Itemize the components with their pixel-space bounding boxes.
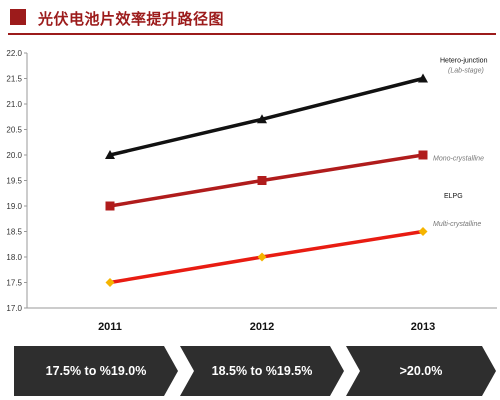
efficiency-bands: 17.5% to %19.0% 18.5% to %19.5% >20.0%: [0, 342, 500, 400]
y-tick-label: 17.5: [6, 279, 22, 288]
series-point: [257, 176, 267, 185]
series-label: Hetero-junction: [440, 58, 488, 65]
series-sublabel: (Lab-stage): [448, 68, 484, 75]
x-tick-label: 2011: [98, 321, 122, 333]
title-rule: [8, 33, 496, 35]
y-tick-label: 22.0: [6, 49, 22, 58]
series-point: [105, 278, 115, 287]
y-tick-label: 18.5: [6, 228, 22, 237]
band-label-2013: >20.0%: [399, 364, 443, 378]
series-point: [105, 201, 115, 211]
efficiency-band-2011: 17.5% to %19.0%: [14, 346, 178, 396]
x-tick-label: 2012: [250, 321, 274, 333]
y-tick-label: 21.5: [6, 75, 22, 84]
title-bar: 光伏电池片效率提升路径图: [0, 0, 500, 36]
y-tick-label: 19.0: [6, 202, 22, 211]
series-point: [418, 73, 428, 83]
series-label: Multi-crystalline: [433, 221, 481, 228]
page-title: 光伏电池片效率提升路径图: [38, 10, 225, 28]
series-point: [257, 252, 267, 262]
line-chart: 17.0 17.5 18.0 18.5 19.0 19.5 20.0 20.5 21.0 21.5…: [6, 49, 497, 333]
band-arrow-shape: [14, 346, 178, 396]
title-square-icon: [10, 9, 26, 25]
efficiency-band-2012: 18.5% to %19.5%: [180, 346, 344, 396]
band-arrow: [346, 346, 496, 396]
series-point: [418, 227, 428, 236]
annotation-label: ELPG: [444, 193, 463, 200]
band-arrow-shape: [346, 346, 496, 396]
y-tick-label: 20.5: [6, 126, 22, 135]
y-tick-label: 21.0: [6, 100, 22, 109]
y-tick-label: 19.5: [6, 177, 22, 186]
series-label: Mono-crystalline: [433, 156, 484, 163]
band-arrow: [14, 346, 178, 396]
band-label-2012: 18.5% to %19.5%: [211, 364, 313, 378]
y-tick-label: 20.0: [6, 151, 22, 160]
y-tick-label: 18.0: [6, 253, 22, 262]
series-point: [105, 150, 115, 159]
y-tick-label: 17.0: [6, 304, 22, 313]
band-label-2011: 17.5% to %19.0%: [45, 364, 147, 378]
band-arrow-shape: [180, 346, 344, 396]
x-tick-label: 2013: [411, 321, 435, 333]
band-arrow: [180, 346, 344, 396]
series-point: [418, 150, 428, 160]
efficiency-band-2013: >20.0%: [346, 346, 496, 396]
series-line: [109, 76, 424, 157]
series-point: [257, 114, 267, 124]
